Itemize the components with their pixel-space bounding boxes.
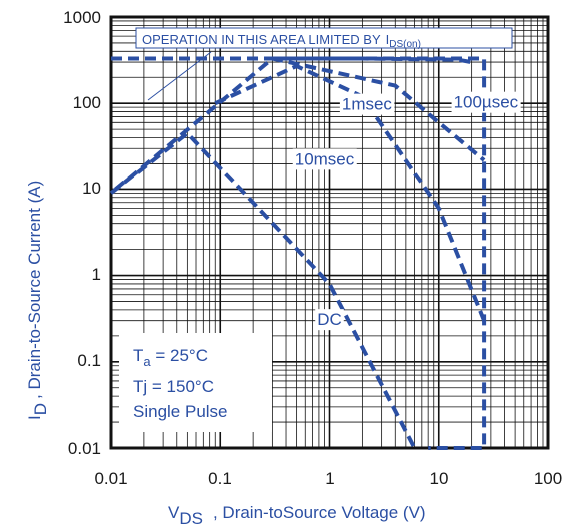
condition-ta-symbol: T xyxy=(133,346,143,365)
x-axis-tick-labels: 0.01 0.1 1 10 100 xyxy=(94,469,562,488)
y-tick-label: 0.1 xyxy=(77,351,101,370)
x-tick-label: 0.01 xyxy=(94,469,127,488)
curve-label-background xyxy=(292,148,357,170)
limit-label-subscript: DS(on) xyxy=(389,39,421,50)
y-tick-label: 10 xyxy=(82,179,101,198)
curve-labels: 1msec 100µsec 10msec DC xyxy=(292,91,521,331)
y-tick-label: 100 xyxy=(73,93,101,112)
curve-label: DC xyxy=(317,310,342,329)
x-tick-label: 1 xyxy=(325,469,334,488)
curve-label-background xyxy=(451,91,521,113)
y-axis-label: ID , Drain-to-Source Current (A) xyxy=(25,181,50,420)
test-conditions-box: Ta = 25°C Tj = 150°C Single Pulse xyxy=(119,333,272,432)
curve-label-background xyxy=(339,93,395,115)
operation-limit-annotation: OPERATION IN THIS AREA LIMITED BY IDS(on) xyxy=(135,27,513,101)
limit-label-text: OPERATION IN THIS AREA LIMITED BY xyxy=(142,32,381,47)
conditions-background xyxy=(119,333,272,432)
condition-pulse: Single Pulse xyxy=(133,402,228,421)
y-axis-subscript: D xyxy=(31,403,50,415)
condition-tj: Tj = 150°C xyxy=(133,377,214,396)
y-axis-symbol: I xyxy=(25,415,44,420)
y-tick-label: 1000 xyxy=(63,8,101,27)
curve-label: 1msec xyxy=(342,95,393,114)
x-tick-label: 0.1 xyxy=(208,469,232,488)
grid xyxy=(111,17,548,448)
y-tick-label: 1 xyxy=(92,265,101,284)
limit-label-symbol: I xyxy=(386,32,390,47)
curve-label: 10msec xyxy=(295,149,355,168)
condition-ta: Ta = 25°C xyxy=(133,346,208,369)
curve-label-background xyxy=(315,309,344,331)
limit-label: OPERATION IN THIS AREA LIMITED BY IDS(on) xyxy=(142,32,421,50)
soa-curve-1msec xyxy=(114,56,486,191)
condition-ta-value: = 25°C xyxy=(151,346,208,365)
x-axis-text: , Drain-toSource Voltage (V) xyxy=(213,503,426,522)
y-axis-text: , Drain-to-Source Current (A) xyxy=(25,181,44,399)
x-axis-symbol: V xyxy=(168,503,180,522)
curve-label: 100µsec xyxy=(454,93,519,112)
y-tick-label: 0.01 xyxy=(68,439,101,458)
y-axis-tick-labels: 1000 100 10 1 0.1 0.01 xyxy=(63,8,101,458)
soa-curve-dc xyxy=(109,131,417,449)
x-axis-subscript: DS xyxy=(179,509,203,528)
limit-label-box xyxy=(135,27,513,49)
plot-frame xyxy=(109,15,550,450)
x-tick-label: 10 xyxy=(430,469,449,488)
x-axis-label: VDS , Drain-toSource Voltage (V) xyxy=(168,503,426,528)
condition-ta-subscript: a xyxy=(143,354,151,369)
x-tick-label: 100 xyxy=(534,469,562,488)
soa-curve-boundary xyxy=(111,56,487,450)
